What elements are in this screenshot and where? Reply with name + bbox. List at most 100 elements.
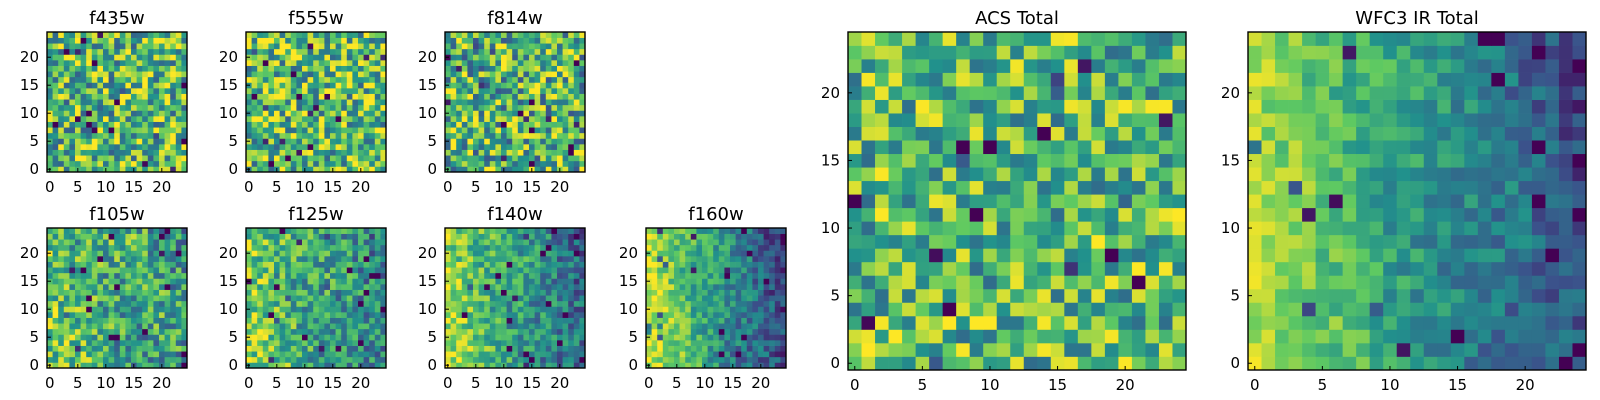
heatmap-cell bbox=[506, 362, 513, 369]
heatmap-cell bbox=[330, 351, 336, 358]
heatmap-cell bbox=[114, 166, 121, 173]
heatmap-cell bbox=[473, 149, 479, 156]
heatmap-cell bbox=[358, 267, 364, 274]
heatmap-cell bbox=[662, 356, 669, 363]
heatmap-cell bbox=[114, 328, 121, 335]
heatmap-cell bbox=[501, 88, 507, 94]
heatmap-cell bbox=[58, 334, 65, 341]
heatmap-cell bbox=[91, 32, 98, 38]
heatmap-cell bbox=[495, 166, 502, 173]
heatmap-cell bbox=[374, 351, 381, 358]
heatmap-cell bbox=[181, 323, 188, 330]
x-tick-label: 5 bbox=[471, 178, 481, 196]
heatmap-cell bbox=[461, 93, 468, 100]
heatmap-cell bbox=[713, 312, 720, 318]
heatmap-cell bbox=[164, 71, 171, 78]
heatmap-cell bbox=[153, 356, 160, 363]
heatmap-cell bbox=[159, 300, 165, 307]
heatmap-cell bbox=[175, 340, 182, 346]
heatmap-cell bbox=[125, 328, 132, 335]
heatmap-cell bbox=[551, 93, 558, 100]
heatmap-cell bbox=[131, 306, 137, 313]
heatmap-cell bbox=[119, 99, 126, 106]
heatmap-cell bbox=[540, 104, 547, 111]
heatmap-cell bbox=[257, 284, 264, 290]
heatmap-cell bbox=[450, 54, 457, 61]
heatmap-cell bbox=[929, 167, 943, 182]
heatmap-cell bbox=[501, 104, 507, 111]
heatmap-cell bbox=[707, 272, 714, 279]
heatmap-cell bbox=[125, 356, 132, 363]
heatmap-cell bbox=[108, 76, 115, 83]
heatmap-cell bbox=[484, 37, 491, 44]
heatmap-cell bbox=[646, 300, 652, 307]
heatmap-cell bbox=[1091, 180, 1106, 195]
heatmap-cell bbox=[358, 155, 364, 162]
heatmap-cell bbox=[131, 127, 137, 134]
heatmap-cell bbox=[489, 54, 496, 61]
heatmap-cell bbox=[674, 295, 680, 302]
y-tick-label: 10 bbox=[219, 300, 238, 318]
y-tick-label: 20 bbox=[418, 48, 437, 66]
heatmap-cell bbox=[330, 60, 336, 66]
heatmap-cell bbox=[108, 155, 115, 162]
heatmap-cell bbox=[529, 300, 535, 307]
heatmap-cell bbox=[651, 289, 658, 296]
heatmap-cell bbox=[153, 138, 160, 145]
heatmap-cell bbox=[523, 99, 530, 106]
heatmap-cell bbox=[97, 160, 104, 167]
heatmap-cell bbox=[80, 362, 87, 369]
heatmap-cell bbox=[702, 256, 708, 262]
heatmap-cell bbox=[175, 54, 182, 61]
heatmap-cell bbox=[696, 345, 703, 352]
heatmap-cell bbox=[307, 328, 314, 335]
heatmap-cell bbox=[58, 37, 65, 44]
heatmap-cell bbox=[274, 127, 280, 134]
heatmap-cell bbox=[861, 140, 876, 155]
heatmap-cell bbox=[175, 48, 182, 55]
heatmap-cell bbox=[324, 334, 331, 341]
heatmap-cell bbox=[330, 37, 336, 44]
heatmap-cell bbox=[573, 160, 580, 167]
heatmap-cell bbox=[307, 250, 314, 257]
heatmap-cell bbox=[91, 351, 98, 358]
heatmap-cell bbox=[562, 334, 569, 341]
heatmap-cell bbox=[114, 88, 121, 94]
heatmap-cell bbox=[335, 317, 342, 324]
heatmap-cell bbox=[307, 144, 314, 150]
heatmap-cell bbox=[131, 295, 137, 302]
heatmap-cell bbox=[346, 32, 353, 38]
heatmap-cell bbox=[489, 306, 496, 313]
heatmap-cell bbox=[758, 250, 764, 257]
heatmap-cell bbox=[251, 144, 258, 150]
heatmap-cell bbox=[341, 284, 348, 290]
heatmap-cell bbox=[713, 340, 720, 346]
heatmap-cell bbox=[741, 267, 748, 274]
heatmap-cell bbox=[674, 256, 680, 262]
heatmap-cell bbox=[262, 228, 269, 234]
y-tick-label: 10 bbox=[418, 104, 437, 122]
heatmap-cell bbox=[902, 221, 916, 236]
heatmap-cell bbox=[86, 272, 93, 279]
heatmap-cell bbox=[523, 267, 530, 274]
heatmap-cell bbox=[746, 334, 753, 341]
heatmap-cell bbox=[131, 60, 137, 66]
heatmap-cell bbox=[707, 323, 714, 330]
heatmap-cell bbox=[358, 334, 364, 341]
heatmap-cell bbox=[1118, 275, 1133, 290]
heatmap-cell bbox=[268, 278, 275, 285]
heatmap-cell bbox=[324, 127, 331, 134]
heatmap-cell bbox=[456, 328, 463, 335]
heatmap-cell bbox=[1023, 153, 1038, 168]
heatmap-cell bbox=[579, 121, 586, 128]
heatmap-cell bbox=[274, 334, 280, 341]
heatmap-cell bbox=[579, 82, 586, 89]
heatmap-cell bbox=[551, 328, 558, 335]
heatmap-cell bbox=[1158, 356, 1173, 371]
heatmap-cell bbox=[103, 323, 109, 330]
heatmap-cell bbox=[445, 155, 451, 162]
heatmap-cell bbox=[551, 149, 558, 156]
heatmap-cell bbox=[279, 121, 286, 128]
heatmap-cell bbox=[996, 288, 1011, 303]
heatmap-cell bbox=[579, 228, 586, 234]
